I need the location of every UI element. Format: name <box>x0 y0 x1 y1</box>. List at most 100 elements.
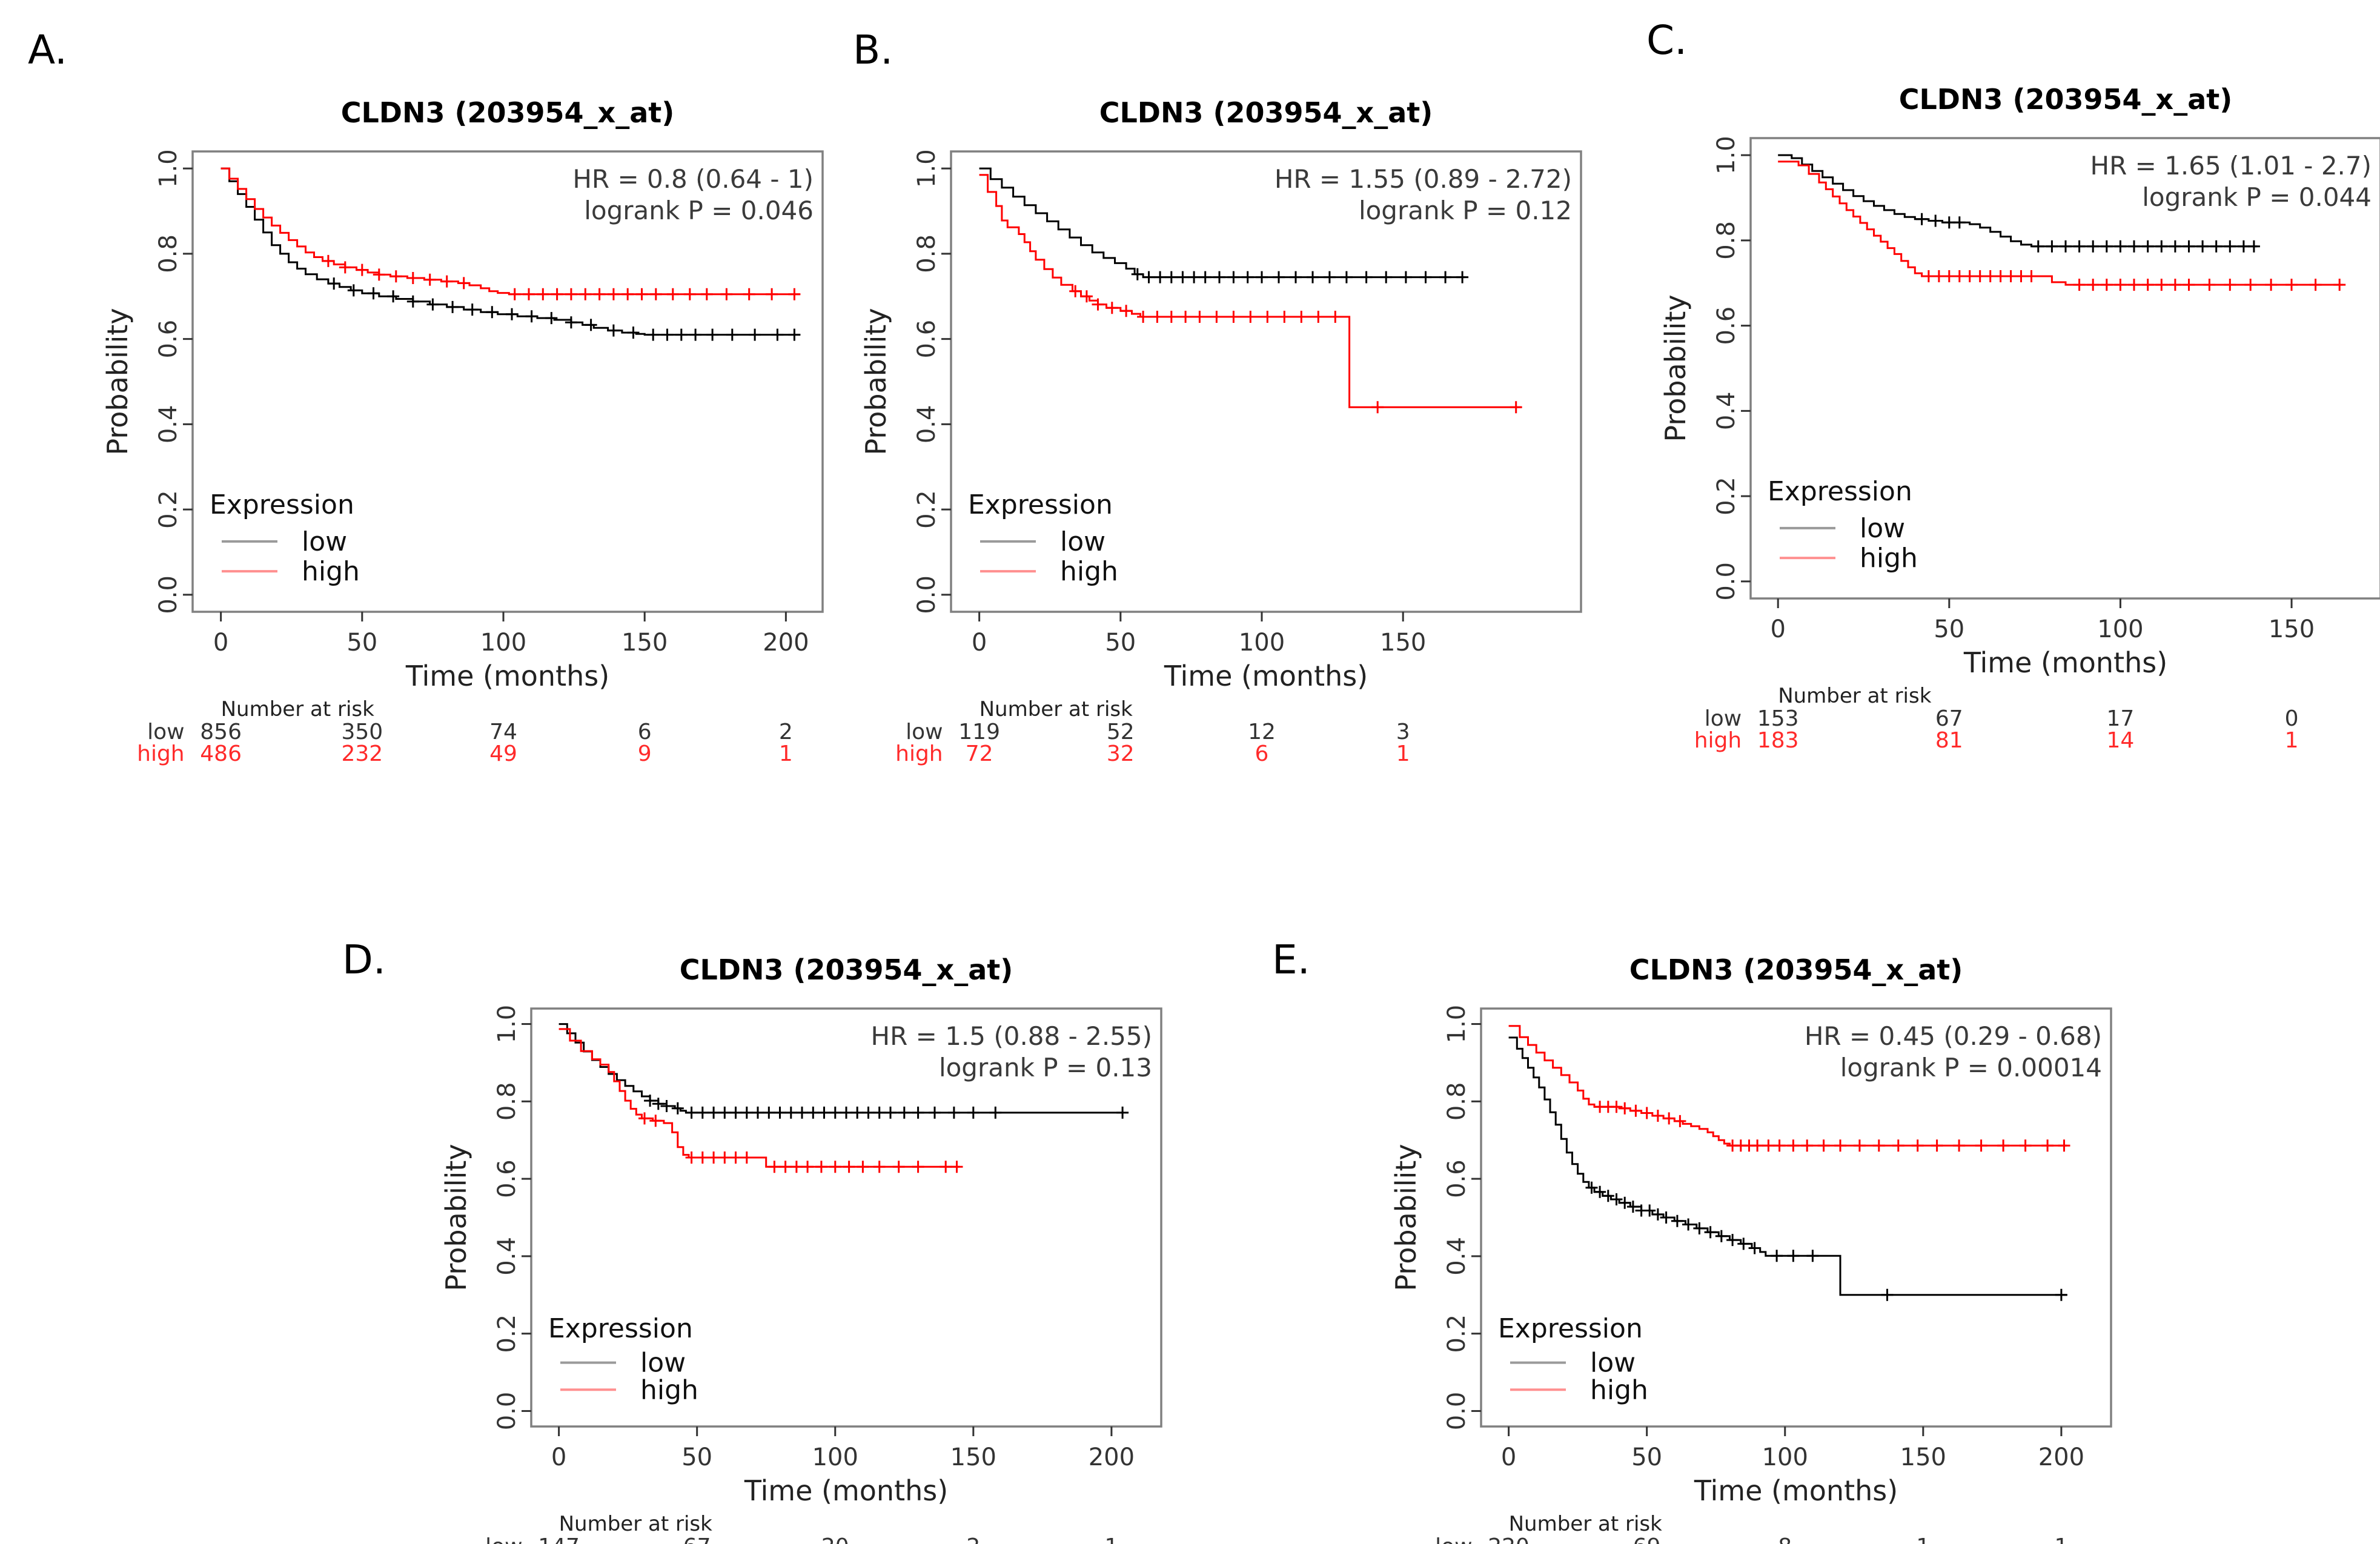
censor-mark <box>607 324 620 337</box>
censor-mark <box>2128 240 2140 253</box>
y-tick-label: 0.4 <box>493 1237 521 1276</box>
censor-mark <box>1199 271 1212 283</box>
censor-mark <box>2055 1288 2067 1301</box>
censor-mark <box>660 1100 673 1112</box>
censor-mark <box>829 1161 841 1173</box>
chart-title: CLDN3 (203954_x_at) <box>680 953 1013 986</box>
censor-mark <box>1371 401 1384 414</box>
censor-mark <box>1806 1250 1819 1262</box>
censor-mark <box>440 275 453 288</box>
censor-mark <box>2114 240 2127 253</box>
censor-mark <box>1105 302 1118 314</box>
censor-mark <box>1610 1101 1623 1113</box>
censor-mark <box>796 1106 808 1119</box>
censor-mark <box>565 316 577 329</box>
km-curve-low <box>979 167 1465 279</box>
km-curve-high <box>1778 161 2343 286</box>
censor-mark <box>1704 1226 1717 1239</box>
censor-mark <box>1737 1238 1750 1250</box>
x-tick-label: 150 <box>1380 629 1426 657</box>
censor-marks-high <box>322 254 801 300</box>
censor-mark <box>1931 1139 1943 1152</box>
legend-label-high: high <box>1590 1374 1648 1405</box>
y-tick-label: 0.0 <box>1443 1392 1471 1431</box>
y-tick-label: 0.4 <box>1712 392 1740 431</box>
km-curve-low <box>1778 154 2258 248</box>
risk-value: 1 <box>779 741 793 766</box>
censor-mark <box>862 1106 875 1119</box>
x-tick-label: 50 <box>346 629 377 657</box>
chart-title: CLDN3 (203954_x_at) <box>341 96 675 129</box>
x-tick-label: 0 <box>551 1443 566 1471</box>
censor-mark <box>1953 270 1966 282</box>
risk-row-label-high: high <box>895 741 943 766</box>
risk-value: 0 <box>2285 706 2299 731</box>
y-axis-title: Probability <box>101 308 134 455</box>
y-tick-label: 0.6 <box>493 1159 521 1198</box>
censor-mark <box>1323 271 1336 283</box>
risk-value: 9 <box>638 741 652 766</box>
panel-label-d: D. <box>342 936 386 983</box>
risk-value: 67 <box>683 1534 711 1544</box>
censor-marks-low <box>1585 1181 2067 1301</box>
censor-mark <box>1456 271 1469 283</box>
censor-mark <box>1244 311 1257 323</box>
logrank-annotation: logrank P = 0.12 <box>1359 196 1572 225</box>
censor-mark <box>2087 240 2100 253</box>
censor-mark <box>1151 311 1164 323</box>
censor-mark <box>2155 279 2168 291</box>
censor-mark <box>2058 1139 2070 1152</box>
censor-mark <box>635 288 648 300</box>
censor-mark <box>708 1106 720 1119</box>
risk-row-label-high: high <box>137 741 185 766</box>
logrank-annotation: logrank P = 0.046 <box>584 196 814 225</box>
censor-mark <box>1176 271 1189 283</box>
censor-mark <box>1295 311 1308 323</box>
censor-mark <box>1801 1139 1814 1152</box>
censor-mark <box>1915 213 1928 225</box>
censor-mark <box>423 273 436 286</box>
censor-mark <box>1510 401 1522 414</box>
censor-mark <box>2196 240 2209 253</box>
censor-mark <box>685 1151 698 1164</box>
y-axis: 0.0 0.2 0.4 0.6 0.8 1.0 Probability <box>101 149 193 614</box>
censor-mark <box>466 303 479 316</box>
censor-mark <box>771 328 784 341</box>
censor-mark <box>706 328 719 341</box>
legend-label-low: low <box>1590 1348 1636 1379</box>
censor-mark <box>1651 1110 1664 1122</box>
x-tick-label: 50 <box>1631 1443 1662 1471</box>
censor-mark <box>843 1161 855 1173</box>
censor-mark <box>1439 271 1452 283</box>
censor-mark <box>1953 1139 1966 1152</box>
censor-mark <box>1399 271 1412 283</box>
x-axis-title: Time (months) <box>744 1474 948 1507</box>
censor-mark <box>1762 1139 1775 1152</box>
chart-title: CLDN3 (203954_x_at) <box>1899 83 2233 116</box>
risk-row-label-low: low <box>1435 1534 1472 1544</box>
censor-marks-low <box>1915 213 2260 253</box>
censor-mark <box>1674 1115 1686 1127</box>
y-axis-title: Probability <box>1659 294 1692 442</box>
x-tick-label: 0 <box>213 629 228 657</box>
censor-mark <box>593 288 606 300</box>
y-tick-label: 0.8 <box>1443 1082 1471 1121</box>
censor-mark <box>2100 279 2113 291</box>
x-axis: 0 50 100 150 Time (months) <box>1770 598 2315 679</box>
censor-mark <box>1748 1242 1761 1254</box>
plot-box <box>191 150 824 613</box>
censor-mark <box>840 1106 852 1119</box>
censor-mark <box>801 1161 814 1173</box>
censor-mark <box>1892 1139 1904 1152</box>
censor-mark <box>367 287 380 300</box>
censor-mark <box>638 1112 651 1125</box>
censor-mark <box>2309 279 2322 291</box>
panel-label-c: C. <box>1646 17 1688 64</box>
x-axis-title: Time (months) <box>1694 1474 1898 1507</box>
hr-annotation: HR = 0.45 (0.29 - 0.68) <box>1805 1021 2102 1051</box>
censor-mark <box>1715 1230 1728 1242</box>
censor-mark <box>720 288 733 300</box>
risk-value: 183 <box>1757 728 1799 753</box>
